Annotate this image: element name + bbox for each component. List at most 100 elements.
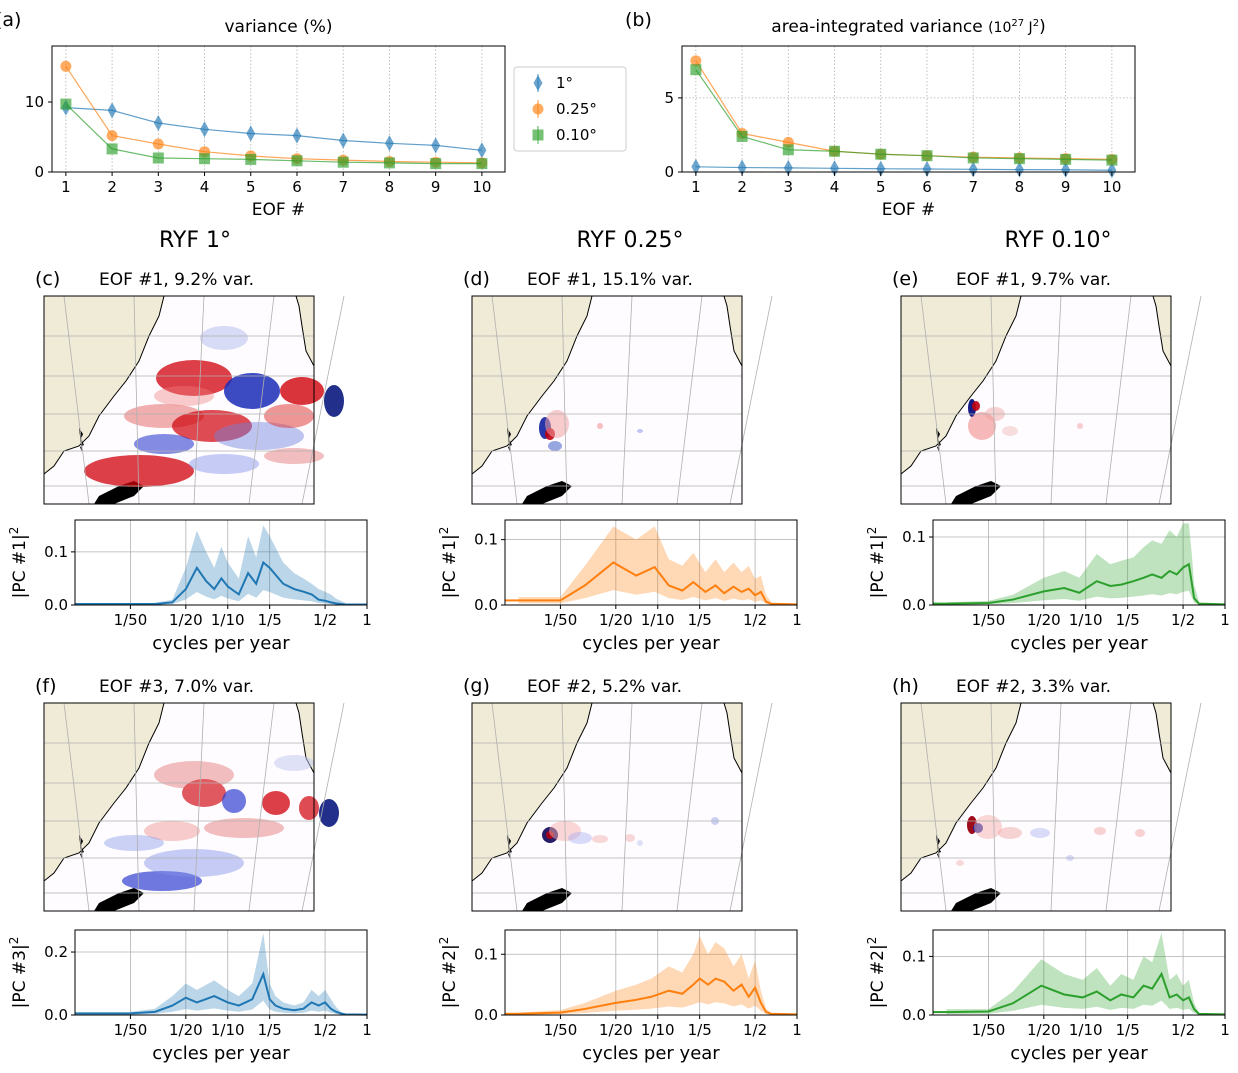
- y-tick-label: 0.1: [902, 528, 926, 546]
- graticule-meridian: [193, 295, 205, 505]
- series-line-2: [65, 103, 482, 165]
- y-axis-label: |PC #1|2: [7, 527, 30, 599]
- column-header-025: RYF 0.25°: [577, 228, 684, 253]
- x-tick-label: 1/50: [114, 1021, 148, 1039]
- confidence-band: [518, 936, 771, 1015]
- data-point: [967, 152, 979, 164]
- graticule-meridian: [1158, 295, 1202, 505]
- axes-frame: [51, 45, 506, 173]
- x-tick-label: 1/10: [211, 1021, 245, 1039]
- spectrum-panel: 1/50 1/20 1/10 1/5 1/2 1 0.0 0.1 cycles per year…: [437, 519, 802, 654]
- graticule-meridian: [1158, 702, 1202, 912]
- x-tick-label: 1: [1220, 1021, 1230, 1039]
- y-axis-label-exp: 2: [437, 527, 451, 535]
- legend-label: 0.25°: [556, 100, 597, 118]
- x-tick-label: 1/20: [169, 1021, 203, 1039]
- anomaly-contour: [637, 429, 643, 433]
- x-tick-label: 2: [107, 178, 117, 196]
- land-antarctic: [522, 888, 572, 911]
- series-line-2: [695, 69, 1112, 161]
- axes-frame: [74, 519, 368, 606]
- graticule-meridian: [561, 702, 568, 912]
- anomaly-contour: [592, 835, 608, 843]
- x-tick-label: 1/5: [688, 611, 712, 629]
- spectrum-line: [130, 971, 368, 1016]
- data-point: [199, 153, 211, 165]
- x-tick-label: 1/20: [1027, 611, 1061, 629]
- title-part: 27: [1011, 18, 1024, 29]
- graticule-meridian: [1105, 702, 1132, 912]
- panel-label: (c): [35, 268, 60, 290]
- x-axis-label: cycles per year: [152, 633, 290, 654]
- graticule-meridian: [133, 295, 140, 505]
- graticule-meridian: [561, 295, 568, 505]
- data-point: [691, 158, 701, 175]
- x-tick-label: 10: [472, 178, 491, 196]
- anomaly-contour: [84, 455, 194, 487]
- x-axis-label: cycles per year: [1010, 633, 1148, 654]
- confidence-band: [130, 525, 346, 605]
- anomaly-contour: [597, 423, 603, 429]
- anomaly-contour: [200, 326, 248, 350]
- x-axis-label: cycles per year: [582, 633, 720, 654]
- anomaly-contour: [974, 815, 1002, 839]
- graticule-meridian: [133, 702, 140, 912]
- x-tick-label: 5: [246, 178, 256, 196]
- x-axis-label: cycles per year: [152, 1043, 290, 1064]
- y-axis-label: |PC #2|2: [437, 937, 460, 1009]
- x-tick-label: 1/50: [972, 611, 1006, 629]
- legend: 1° 0.25° 0.10°: [513, 66, 627, 152]
- axes-frame: [74, 929, 368, 1016]
- series-line-1: [695, 60, 1112, 160]
- graticule-meridian: [63, 295, 90, 505]
- map-title: EOF #3, 7.0% var.: [99, 677, 254, 697]
- panel-a: 1 2 3 4 5 6 7 8 9 10 0 10 EOF # (a) variance (%): [0, 9, 506, 220]
- y-tick-label: 0.0: [44, 596, 68, 614]
- anomaly-contour: [144, 849, 244, 877]
- data-point: [1014, 161, 1024, 178]
- y-axis-label-exp: 2: [7, 937, 21, 945]
- anomaly-contour: [637, 840, 643, 846]
- panel-label: (f): [35, 675, 57, 697]
- land-south-america: [43, 295, 165, 476]
- y-tick-label: 0.2: [44, 943, 68, 961]
- anomaly-contour: [568, 832, 592, 844]
- x-tick-label: 1: [792, 611, 802, 629]
- anomaly-contour: [1094, 827, 1106, 835]
- anomaly-contour: [319, 799, 339, 827]
- x-tick-label: 1/20: [1027, 1021, 1061, 1039]
- panel-b: 1 2 3 4 5 6 7 8 9 10 0 5 EOF # (b) area-integrated var…: [625, 9, 1136, 220]
- spectrum-line: [130, 560, 367, 606]
- x-axis-label: cycles per year: [582, 1043, 720, 1064]
- map-panel: (d) EOF #1, 15.1% var.: [463, 268, 773, 505]
- map-title: EOF #1, 9.2% var.: [99, 270, 254, 290]
- y-axis-label-exp: 2: [865, 527, 879, 535]
- anomaly-contour: [968, 412, 996, 440]
- graticule-meridian: [248, 295, 275, 505]
- data-point: [876, 160, 886, 177]
- anomaly-contour: [214, 422, 304, 450]
- anomaly-contour: [189, 454, 259, 474]
- anomaly-contour: [548, 441, 562, 451]
- anomaly-contour: [224, 373, 280, 409]
- legend-marker: [532, 129, 544, 141]
- graticule-meridian: [676, 295, 703, 505]
- data-point: [690, 64, 702, 76]
- data-point: [246, 125, 256, 142]
- anomaly-contour: [956, 860, 964, 866]
- panel-label: (d): [463, 268, 490, 290]
- x-tick-label: 3: [784, 178, 794, 196]
- anomaly-contour: [545, 410, 569, 438]
- x-tick-label: 1/2: [743, 611, 767, 629]
- anomaly-contour: [172, 410, 252, 442]
- series-line-1: [65, 65, 482, 164]
- map-frame: [43, 295, 315, 505]
- graticule-meridian: [676, 702, 703, 912]
- y-tick-label: 0.0: [44, 1006, 68, 1024]
- x-tick-label: 1/2: [743, 1021, 767, 1039]
- anomaly-contour: [222, 789, 246, 813]
- land-antarctic: [522, 481, 572, 504]
- x-tick-label: 1/5: [688, 1021, 712, 1039]
- x-tick-label: 4: [200, 178, 210, 196]
- anomaly-contour: [144, 821, 200, 841]
